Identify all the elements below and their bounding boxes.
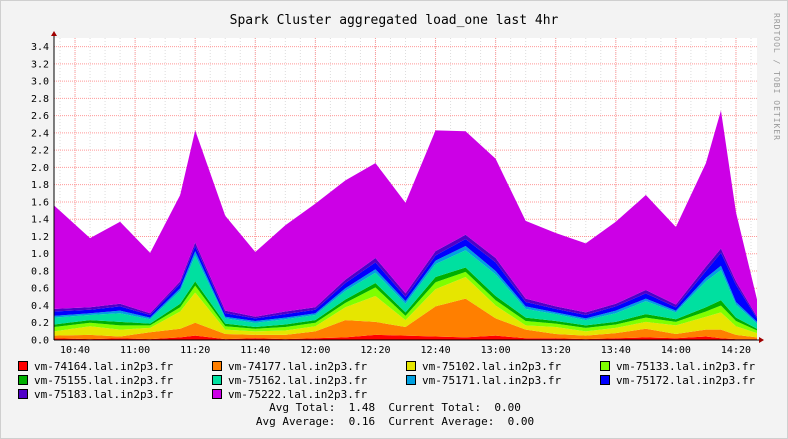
series-area <box>54 267 757 331</box>
legend-label: vm-75183.lal.in2p3.fr <box>34 387 174 401</box>
legend-swatch <box>18 361 28 371</box>
x-tick-label: 13:40 <box>601 345 631 356</box>
legend-label: vm-75102.lal.in2p3.fr <box>422 359 562 373</box>
legend-label: vm-75162.lal.in2p3.fr <box>228 373 368 387</box>
avg-average-value: 0.16 <box>348 415 376 428</box>
chart-canvas: Spark Cluster aggregated load_one last 4… <box>31 13 781 356</box>
legend-swatch <box>600 375 610 385</box>
y-tick-label: 1.2 <box>31 232 49 243</box>
current-total-value: 0.00 <box>494 401 521 414</box>
y-tick-label: 3.2 <box>31 59 49 70</box>
chart-title: Spark Cluster aggregated load_one last 4… <box>230 13 559 28</box>
y-tick-label: 3.0 <box>31 77 49 88</box>
summary-row-average: Avg Average: 0.16 Current Average: 0.00 <box>1 415 788 429</box>
current-average-value: 0.00 <box>507 415 535 428</box>
legend-swatch <box>406 361 416 371</box>
series-area <box>54 277 757 338</box>
y-axis-arrow <box>51 31 57 36</box>
x-tick-label: 14:00 <box>661 345 691 356</box>
legend-swatch <box>600 361 610 371</box>
legend-swatch <box>18 389 28 399</box>
legend-label: vm-75222.lal.in2p3.fr <box>228 387 368 401</box>
x-tick-label: 14:20 <box>721 345 751 356</box>
x-tick-label: 13:00 <box>481 345 511 356</box>
x-tick-label: 11:40 <box>240 345 270 356</box>
y-tick-label: 0.4 <box>31 301 49 312</box>
avg-total-label: Avg Total: <box>269 401 336 414</box>
legend-item: vm-75172.lal.in2p3.fr <box>600 373 780 387</box>
legend-swatch <box>212 375 222 385</box>
series-area <box>54 110 757 317</box>
y-tick-label: 2.8 <box>31 94 49 105</box>
legend-swatch <box>212 389 222 399</box>
current-total-label: Current Total: <box>388 401 482 414</box>
series-area <box>54 271 757 334</box>
legend-label: vm-75171.lal.in2p3.fr <box>422 373 562 387</box>
legend-label: vm-75155.lal.in2p3.fr <box>34 373 174 387</box>
y-tick-label: 2.2 <box>31 146 49 157</box>
y-tick-label: 3.4 <box>31 42 49 53</box>
y-tick-label: 2.4 <box>31 128 49 139</box>
y-tick-label: 0.2 <box>31 318 49 329</box>
x-tick-label: 11:20 <box>180 345 210 356</box>
legend-label: vm-75133.lal.in2p3.fr <box>616 359 756 373</box>
rrdtool-watermark: RRDTOOL / TOBI OETIKER <box>772 13 781 141</box>
y-tick-label: 1.6 <box>31 197 49 208</box>
series-area <box>54 298 757 340</box>
legend-item: vm-75222.lal.in2p3.fr <box>212 387 406 401</box>
legend-item: vm-75183.lal.in2p3.fr <box>18 387 212 401</box>
legend-item: vm-74177.lal.in2p3.fr <box>212 359 406 373</box>
x-axis-arrow <box>759 337 764 343</box>
x-tick-label: 12:20 <box>360 345 390 356</box>
legend-swatch <box>406 375 416 385</box>
y-tick-label: 1.4 <box>31 215 49 226</box>
current-average-label: Current Average: <box>388 415 495 428</box>
legend-swatch <box>212 361 222 371</box>
legend-label: vm-75172.lal.in2p3.fr <box>616 373 756 387</box>
legend-item: vm-75162.lal.in2p3.fr <box>212 373 406 387</box>
legend-item: vm-75171.lal.in2p3.fr <box>406 373 600 387</box>
y-tick-label: 1.8 <box>31 180 49 191</box>
legend: vm-74164.lal.in2p3.fr vm-74177.lal.in2p3.… <box>18 359 778 401</box>
series-area <box>54 250 757 329</box>
y-tick-label: 0.8 <box>31 266 49 277</box>
y-tick-label: 0.0 <box>31 336 49 347</box>
x-tick-label: 12:40 <box>420 345 450 356</box>
legend-item: vm-75102.lal.in2p3.fr <box>406 359 600 373</box>
y-tick-label: 0.6 <box>31 284 49 295</box>
series-area <box>54 334 757 340</box>
summary-row-total: Avg Total: 1.48 Current Total: 0.00 <box>1 401 788 415</box>
avg-average-label: Avg Average: <box>255 415 336 428</box>
legend-label: vm-74164.lal.in2p3.fr <box>34 359 174 373</box>
x-tick-label: 12:00 <box>300 345 330 356</box>
y-tick-label: 2.0 <box>31 163 49 174</box>
legend-item: vm-75155.lal.in2p3.fr <box>18 373 212 387</box>
y-tick-label: 2.6 <box>31 111 49 122</box>
legend-swatch <box>18 375 28 385</box>
x-tick-label: 11:00 <box>120 345 150 356</box>
axes <box>51 31 764 343</box>
x-tick-label: 10:40 <box>60 345 90 356</box>
legend-item: vm-75133.lal.in2p3.fr <box>600 359 780 373</box>
legend-item: vm-74164.lal.in2p3.fr <box>18 359 212 373</box>
summary-stats: Avg Total: 1.48 Current Total: 0.00 Avg … <box>1 401 788 429</box>
stacked-areas <box>54 110 757 340</box>
legend-label: vm-74177.lal.in2p3.fr <box>228 359 368 373</box>
x-axis-ticks: 10:40 11:00 11:20 11:40 12:00 12:20 12:40 13:00… <box>60 345 751 356</box>
avg-total-value: 1.48 <box>348 401 376 414</box>
x-tick-label: 13:20 <box>541 345 571 356</box>
y-tick-label: 1.0 <box>31 249 49 260</box>
y-axis-ticks: 0.0 0.2 0.4 0.6 0.8 1.0 1.2 1.4 1.6 1.8 2.0 2.2 2.4 2… <box>31 42 49 346</box>
